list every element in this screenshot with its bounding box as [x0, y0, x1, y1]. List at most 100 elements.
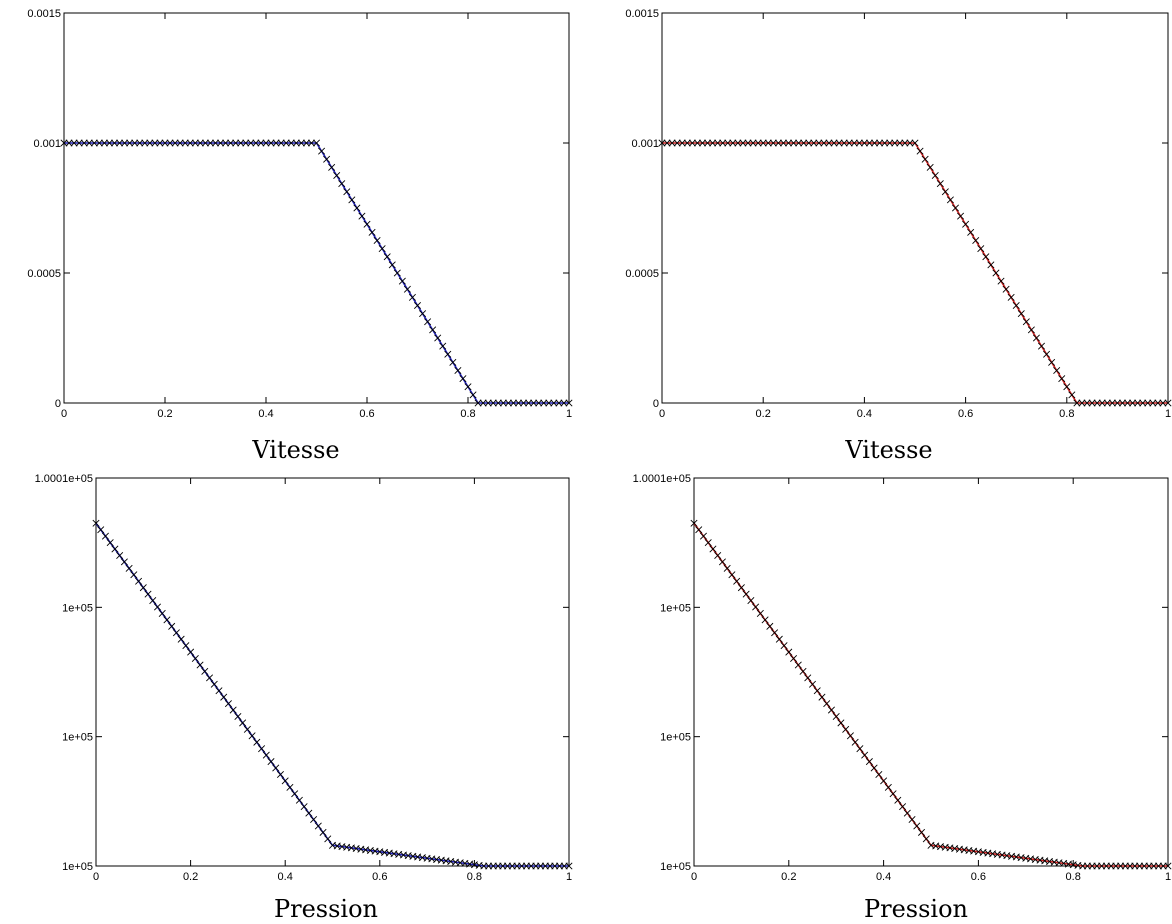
data-point-marker — [276, 770, 284, 778]
data-point-marker — [805, 139, 813, 147]
x-tick-label: 0.4 — [876, 871, 891, 883]
data-point-marker — [815, 139, 823, 147]
data-point-marker — [865, 139, 873, 147]
data-point-marker — [810, 139, 818, 147]
data-point-marker — [172, 629, 180, 637]
y-tick-label: 0 — [55, 398, 61, 410]
data-point-marker — [187, 648, 195, 656]
data-point-marker — [196, 139, 204, 147]
data-point-marker — [319, 828, 327, 836]
data-point-marker — [291, 790, 299, 798]
x-tick-label: 0.2 — [756, 408, 771, 420]
data-point-marker — [709, 139, 717, 147]
data-point-marker — [1012, 301, 1020, 310]
data-point-marker — [408, 293, 416, 301]
data-point-marker — [158, 609, 166, 617]
data-point-marker — [300, 803, 308, 811]
data-point-marker — [252, 139, 260, 147]
data-point-marker — [257, 139, 265, 147]
data-point-marker — [156, 139, 164, 147]
data-point-marker — [699, 532, 707, 540]
data-point-marker — [737, 584, 745, 592]
data-point-marker — [464, 383, 472, 391]
data-point-marker — [97, 526, 105, 534]
data-point-marker — [813, 687, 821, 695]
x-tick-label: 1 — [566, 871, 572, 883]
data-point-marker — [499, 399, 507, 407]
data-point-marker — [774, 139, 782, 147]
data-point-marker — [247, 139, 255, 147]
data-point-marker — [714, 551, 722, 559]
data-point-marker — [734, 139, 742, 147]
chart-panel-4: 0 0.2 0.4 0.6 0.8 1 1e+05 1e+05 1e+05 1.0001e+05 P… — [633, 473, 1172, 923]
x-tick-label: 0.2 — [781, 871, 796, 883]
data-point-marker — [704, 139, 712, 147]
data-point-marker — [747, 597, 755, 605]
x-tick-label: 0.4 — [857, 408, 872, 420]
data-point-marker — [424, 318, 432, 326]
x-tick-label: 0.6 — [359, 408, 374, 420]
data-point-marker — [830, 139, 838, 147]
data-point-marker — [287, 139, 295, 147]
data-point-marker — [894, 796, 902, 804]
y-tick-label: 1e+05 — [62, 732, 93, 744]
data-point-marker — [177, 635, 185, 643]
series-line — [64, 142, 569, 404]
data-point-marker — [918, 828, 926, 836]
y-tick-label: 1.0001e+05 — [633, 473, 691, 485]
data-point-marker — [393, 269, 401, 277]
y-tick-label: 0.001 — [631, 138, 659, 150]
data-point-marker — [312, 139, 321, 147]
data-point-marker — [997, 277, 1005, 285]
data-point-marker — [186, 139, 194, 147]
plot-frame — [661, 12, 1169, 404]
data-point-marker — [1134, 399, 1142, 407]
data-point-marker — [1017, 310, 1025, 318]
data-point-marker — [253, 738, 261, 746]
data-point-marker — [1002, 285, 1010, 293]
data-point-marker — [120, 558, 128, 566]
data-point-marker — [1063, 383, 1071, 391]
data-point-marker — [1154, 399, 1162, 407]
data-point-marker — [775, 635, 783, 643]
panel-caption: Pression — [864, 895, 968, 923]
data-point-marker — [790, 655, 798, 663]
data-point-marker — [201, 667, 209, 675]
data-point-marker — [106, 539, 114, 547]
data-point-marker — [845, 139, 853, 147]
data-point-marker — [1113, 399, 1121, 407]
data-point-marker — [191, 139, 199, 147]
data-point-marker — [267, 139, 275, 147]
data-point-marker — [800, 139, 808, 147]
data-point-marker — [248, 732, 256, 740]
data-point-marker — [668, 139, 676, 147]
data-point-marker — [141, 139, 149, 147]
data-point-marker — [891, 139, 899, 147]
data-point-marker — [759, 139, 767, 147]
series-markers — [60, 139, 573, 407]
data-point-marker — [220, 693, 228, 701]
x-tick-label: 1 — [566, 408, 572, 420]
data-point-marker — [297, 139, 305, 147]
plot-frame — [63, 12, 570, 404]
data-point-marker — [237, 139, 245, 147]
data-point-marker — [780, 642, 788, 650]
y-tick-label: 0.0015 — [625, 8, 659, 20]
data-point-marker — [1007, 293, 1015, 301]
data-point-marker — [842, 725, 850, 733]
data-point-marker — [540, 399, 548, 407]
data-point-marker — [125, 564, 133, 572]
data-point-marker — [343, 188, 351, 196]
data-point-marker — [795, 139, 803, 147]
data-point-marker — [926, 163, 934, 171]
data-point-marker — [363, 220, 371, 228]
data-point-marker — [690, 519, 698, 527]
data-point-marker — [728, 571, 736, 579]
data-point-marker — [714, 139, 722, 147]
data-point-marker — [239, 719, 247, 727]
data-point-marker — [754, 139, 762, 147]
data-point-marker — [217, 139, 225, 147]
data-point-marker — [333, 171, 341, 180]
data-point-marker — [348, 196, 356, 204]
y-tick-label: 0.0005 — [27, 268, 61, 280]
